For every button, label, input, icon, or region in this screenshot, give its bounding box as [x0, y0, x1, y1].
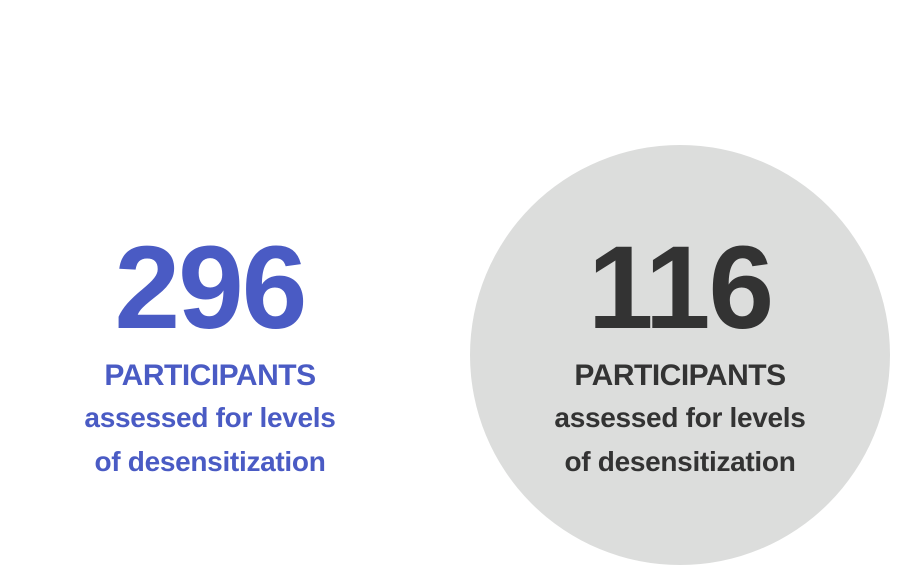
stat-label: PARTICIPANTS: [104, 359, 316, 392]
stat-label: PARTICIPANTS: [574, 359, 786, 392]
stat-block-left: 296 PARTICIPANTS assessed for levels of …: [40, 222, 380, 484]
stat-description-line-1: assessed for levels: [554, 402, 806, 433]
stat-number: 116: [587, 222, 774, 354]
stat-block-right: 116 PARTICIPANTS assessed for levels of …: [510, 222, 850, 484]
stat-description-line-2: of desensitization: [564, 446, 796, 477]
stat-description-line-1: assessed for levels: [84, 402, 336, 433]
stat-description-line-2: of desensitization: [94, 446, 326, 477]
stat-circle-background: [470, 145, 890, 565]
stat-number: 296: [114, 222, 308, 354]
